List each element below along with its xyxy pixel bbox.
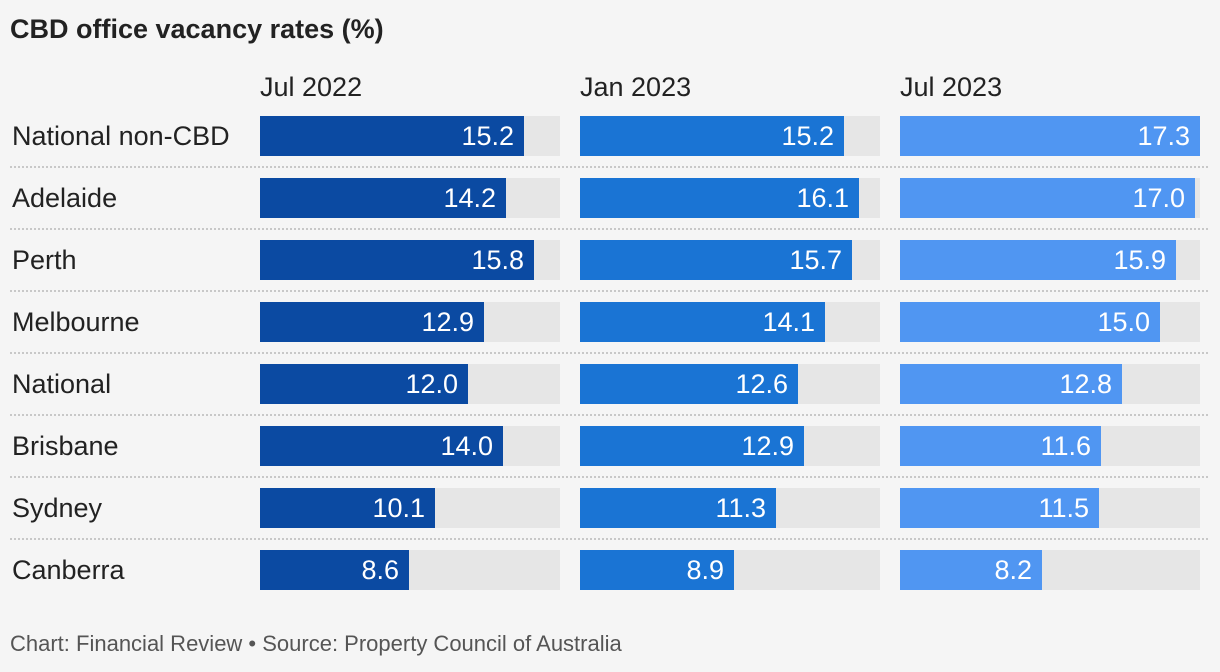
bar-track: 14.2 (260, 178, 560, 218)
bar (900, 364, 1122, 404)
data-label: 15.2 (781, 121, 834, 151)
bar-track: 12.8 (900, 364, 1200, 404)
bar-track: 12.6 (580, 364, 880, 404)
bar-track: 16.1 (580, 178, 880, 218)
bar-track: 15.8 (260, 240, 560, 280)
bar (580, 426, 804, 466)
series-header: Jul 2023 (900, 72, 1003, 102)
bar (260, 426, 503, 466)
series-header: Jul 2022 (260, 72, 363, 102)
bar (580, 178, 859, 218)
row-divider (10, 228, 1208, 230)
data-label: 12.6 (735, 369, 788, 399)
bar-track: 8.6 (260, 550, 560, 590)
bar-track: 8.9 (580, 550, 880, 590)
row-divider (10, 476, 1208, 478)
data-label: 8.6 (361, 555, 399, 585)
category-label: National (12, 369, 112, 399)
bar (260, 488, 435, 528)
bar-track: 11.6 (900, 426, 1200, 466)
category-label: National non-CBD (12, 121, 230, 151)
data-label: 14.2 (443, 183, 496, 213)
data-label: 10.1 (372, 493, 425, 523)
category-label: Sydney (12, 493, 103, 523)
data-label: 14.0 (440, 431, 493, 461)
bar-track: 14.0 (260, 426, 560, 466)
bar-track: 15.2 (260, 116, 560, 156)
bar (260, 364, 468, 404)
bar (580, 116, 844, 156)
row-divider (10, 538, 1208, 540)
series-header: Jan 2023 (580, 72, 692, 102)
data-label: 17.0 (1132, 183, 1185, 213)
bar-track: 15.2 (580, 116, 880, 156)
data-label: 17.3 (1137, 121, 1190, 151)
data-label: 15.7 (789, 245, 842, 275)
bar-track: 11.5 (900, 488, 1200, 528)
bar (580, 364, 798, 404)
row-divider (10, 414, 1208, 416)
bar-track: 12.9 (260, 302, 560, 342)
bar (260, 178, 506, 218)
category-label: Perth (12, 245, 77, 275)
bar (580, 488, 776, 528)
bar (260, 116, 524, 156)
bar-track: 15.0 (900, 302, 1200, 342)
data-label: 12.8 (1059, 369, 1112, 399)
bar (260, 240, 534, 280)
data-label: 15.2 (461, 121, 514, 151)
data-label: 14.1 (762, 307, 815, 337)
bar (260, 550, 409, 590)
data-label: 12.0 (405, 369, 458, 399)
bar-track: 11.3 (580, 488, 880, 528)
chart-title: CBD office vacancy rates (%) (10, 14, 384, 44)
bar-track: 14.1 (580, 302, 880, 342)
data-label: 15.9 (1113, 245, 1166, 275)
bar-track: 8.2 (900, 550, 1200, 590)
data-label: 15.0 (1097, 307, 1150, 337)
chart-footer: Chart: Financial Review • Source: Proper… (10, 631, 622, 656)
bar (260, 302, 484, 342)
bar-track: 15.9 (900, 240, 1200, 280)
category-label: Melbourne (12, 307, 140, 337)
category-label: Brisbane (12, 431, 119, 461)
bar (900, 240, 1176, 280)
row-divider (10, 166, 1208, 168)
data-label: 15.8 (471, 245, 524, 275)
category-label: Canberra (12, 555, 125, 585)
bar (580, 240, 852, 280)
data-label: 8.9 (686, 555, 724, 585)
bar-track: 17.3 (900, 116, 1200, 156)
data-label: 11.3 (715, 493, 766, 523)
data-label: 12.9 (741, 431, 794, 461)
data-label: 8.2 (994, 555, 1032, 585)
data-label: 12.9 (421, 307, 474, 337)
bar-track: 15.7 (580, 240, 880, 280)
bar (900, 426, 1101, 466)
category-label: Adelaide (12, 183, 118, 213)
bar-track: 10.1 (260, 488, 560, 528)
bar (900, 488, 1099, 528)
bar (900, 116, 1200, 156)
data-label: 16.1 (796, 183, 849, 213)
bar (580, 550, 734, 590)
bar (580, 302, 825, 342)
bar-track: 17.0 (900, 178, 1200, 218)
bar-track: 12.9 (580, 426, 880, 466)
bar (900, 302, 1160, 342)
row-divider (10, 352, 1208, 354)
bar (900, 550, 1042, 590)
data-label: 11.5 (1038, 493, 1089, 523)
data-label: 11.6 (1040, 431, 1091, 461)
bar (900, 178, 1195, 218)
row-divider (10, 290, 1208, 292)
bar-track: 12.0 (260, 364, 560, 404)
